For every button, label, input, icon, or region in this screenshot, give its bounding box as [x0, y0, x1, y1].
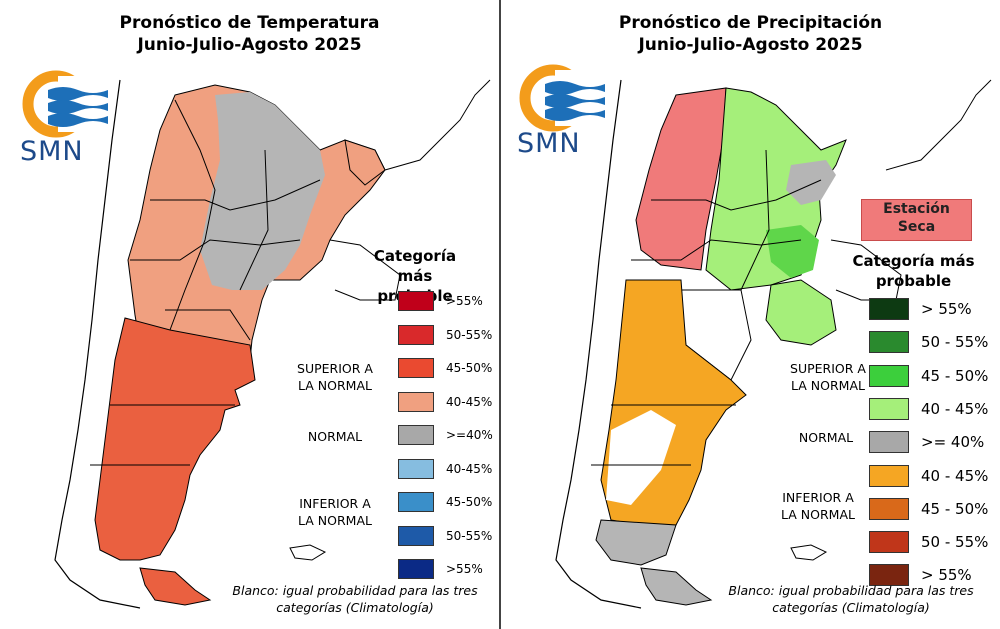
precipitation-legend-title-line2: probable: [875, 272, 952, 290]
temperature-legend-swatch: [398, 525, 434, 546]
temperature-normal-label: NORMAL: [307, 429, 363, 444]
temperature-inferior-line1: INFERIOR A: [299, 496, 371, 511]
precipitation-legend-label: > 55%: [921, 566, 972, 585]
precipitation-superior-line2: LA NORMAL: [791, 378, 865, 393]
temperature-legend-row: 50-55%: [398, 525, 498, 548]
temperature-inferior-line2: LA NORMAL: [298, 513, 372, 528]
smn-logo-icon: [22, 70, 108, 138]
smn-logo-text: SMN: [20, 136, 84, 167]
precipitation-legend-swatch: [869, 397, 909, 420]
temperature-legend-row: >55%: [398, 291, 498, 313]
precipitation-note-line1: Blanco: igual probabilidad para las tres: [728, 583, 974, 598]
precipitation-inferior-line2: LA NORMAL: [781, 507, 855, 522]
precipitation-legend-row: 45 - 50%: [869, 364, 999, 387]
smn-logo: SMN: [18, 68, 108, 178]
precipitation-legend-label: 40 - 45%: [921, 399, 989, 418]
temperature-legend-swatch: [398, 391, 434, 412]
temperature-legend-label: 50-55%: [446, 528, 493, 543]
dry-season-line2: Seca: [897, 219, 936, 235]
dry-season-line1: Estación: [883, 201, 950, 217]
precipitation-legend-row: 40 - 45%: [869, 397, 999, 420]
precipitation-inferior-label: INFERIOR A LA NORMAL: [773, 489, 863, 523]
temperature-legend-label: >=40%: [446, 428, 493, 442]
precipitation-legend-label: 50 - 55%: [921, 333, 989, 352]
temperature-title: Pronóstico de Temperatura Junio-Julio-Ag…: [0, 12, 499, 56]
temperature-legend-title-line1: Categoría más: [373, 247, 457, 285]
precipitation-legend-label: 50 - 55%: [921, 533, 989, 552]
precipitation-legend-row: 50 - 55%: [869, 331, 999, 354]
precipitation-legend-swatch: [869, 464, 909, 487]
temperature-legend-label: 40-45%: [446, 461, 493, 476]
temperature-superior-line2: LA NORMAL: [298, 378, 372, 393]
panel-divider: [499, 0, 501, 629]
precipitation-legend-label: 40 - 45%: [921, 466, 989, 485]
precipitation-legend-label: > 55%: [921, 300, 972, 318]
smn-logo: SMN: [515, 62, 605, 172]
temperature-legend-swatch: [398, 324, 434, 345]
precipitation-legend-swatch: [869, 331, 909, 354]
temperature-inferior-label: INFERIOR A LA NORMAL: [290, 495, 380, 529]
temperature-legend-row: 40-45%: [398, 391, 498, 414]
temperature-legend-row: >=40%: [398, 425, 498, 447]
temperature-map: [54, 79, 491, 609]
precipitation-normal-label: NORMAL: [798, 430, 854, 445]
temperature-note-line2: categorías (Climatología): [276, 600, 434, 615]
precipitation-legend-title-line1: Categoría más: [852, 252, 975, 270]
temperature-note-line1: Blanco: igual probabilidad para las tres: [232, 583, 478, 598]
precipitation-legend-row: 40 - 45%: [869, 464, 999, 487]
precipitation-inferior-line1: INFERIOR A: [782, 490, 854, 505]
precipitation-forecast-panel: Pronóstico de Precipitación Junio-Julio-…: [501, 0, 1000, 629]
precipitation-legend-swatch: [869, 431, 909, 454]
precipitation-legend-row: >= 40%: [869, 431, 999, 454]
precipitation-legend-swatch: [869, 364, 909, 387]
temperature-legend-label: >55%: [446, 294, 483, 308]
temperature-legend-label: 45-50%: [446, 495, 493, 509]
precipitation-legend-row: 50 - 55%: [869, 531, 999, 554]
temperature-legend-swatch: [398, 291, 434, 311]
precipitation-legend-label: >= 40%: [921, 433, 985, 452]
temperature-legend-row: >55%: [398, 559, 498, 581]
temperature-legend-swatch: [398, 458, 434, 479]
precipitation-legend-swatch: [869, 531, 909, 554]
temperature-superior-label: SUPERIOR A LA NORMAL: [290, 360, 380, 394]
temperature-legend-swatch: [398, 559, 434, 579]
precipitation-legend-label: 45 - 50%: [921, 366, 989, 385]
precipitation-title: Pronóstico de Precipitación Junio-Julio-…: [501, 12, 1000, 56]
precipitation-legend-swatch: [869, 298, 909, 320]
dry-season-badge: Estación Seca: [861, 199, 972, 241]
temperature-legend-label: 50-55%: [446, 327, 493, 342]
temperature-legend-row: 45-50%: [398, 492, 498, 514]
temperature-forecast-panel: Pronóstico de Temperatura Junio-Julio-Ag…: [0, 0, 499, 629]
temperature-title-line1: Pronóstico de Temperatura: [119, 13, 380, 33]
precipitation-legend-label: 45 - 50%: [921, 499, 989, 518]
temperature-legend-swatch: [398, 358, 434, 378]
temperature-superior-line1: SUPERIOR A: [297, 361, 373, 376]
precipitation-superior-line1: SUPERIOR A: [790, 361, 866, 376]
precipitation-legend-row: > 55%: [869, 298, 999, 320]
temperature-legend-row: 40-45%: [398, 458, 498, 481]
temperature-legend-swatch: [398, 492, 434, 512]
precipitation-title-line2: Junio-Julio-Agosto 2025: [638, 35, 863, 55]
smn-logo-text: SMN: [517, 128, 581, 159]
temperature-title-line2: Junio-Julio-Agosto 2025: [137, 35, 362, 55]
precipitation-legend-row: > 55%: [869, 564, 999, 587]
precipitation-legend-swatch: [869, 497, 909, 520]
precipitation-note-line2: categorías (Climatología): [772, 600, 930, 615]
temperature-note: Blanco: igual probabilidad para las tres…: [215, 582, 495, 616]
temperature-legend-label: 45-50%: [446, 361, 493, 375]
precipitation-legend-swatch: [869, 564, 909, 587]
precipitation-map: [555, 79, 992, 609]
temperature-legend-label: 40-45%: [446, 394, 493, 409]
precipitation-superior-label: SUPERIOR A LA NORMAL: [783, 360, 873, 394]
temperature-legend-row: 50-55%: [398, 324, 498, 347]
temperature-legend-label: >55%: [446, 562, 483, 576]
smn-logo-icon: [519, 64, 605, 132]
precipitation-note: Blanco: igual probabilidad para las tres…: [706, 582, 996, 616]
temperature-legend-swatch: [398, 425, 434, 445]
precipitation-legend-row: 45 - 50%: [869, 497, 999, 520]
precipitation-legend-title: Categoría más probable: [846, 251, 981, 291]
temperature-legend-row: 45-50%: [398, 358, 498, 380]
precipitation-title-line1: Pronóstico de Precipitación: [618, 13, 883, 33]
